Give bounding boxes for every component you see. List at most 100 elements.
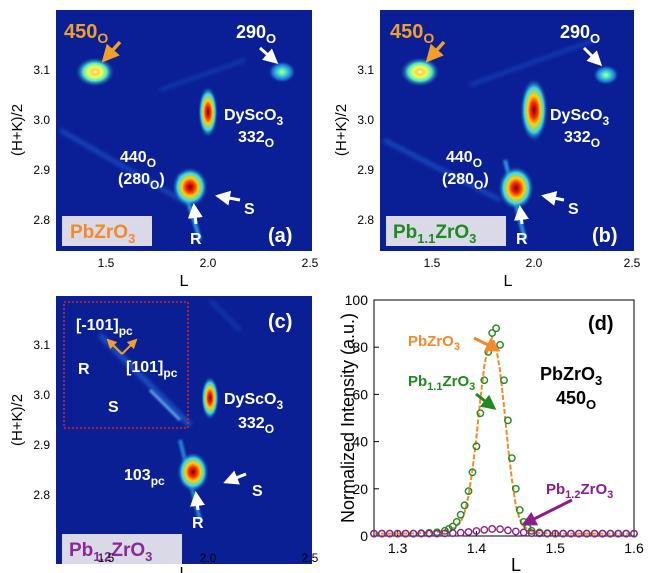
rsm-a-label-S: S [244, 201, 255, 218]
rsm-b-label-290: 290O [560, 22, 600, 46]
plot-d-series-point [500, 376, 508, 385]
rsm-a-arrow-290 [259, 46, 279, 64]
rsm-a-label-R: R [190, 231, 202, 248]
plot-d-series-point [606, 529, 615, 538]
rsm-c-spot-103 [177, 452, 209, 492]
rsm-b-label-332: 332O [564, 129, 600, 150]
rsm-a-haze [56, 10, 312, 251]
rsm-b-ytick-29: 2.9 [357, 163, 374, 177]
rsm-c-label-103: 103pc [124, 467, 165, 488]
rsm-b-arrow-S [541, 190, 565, 206]
rsm-c-label-R: R [192, 515, 204, 532]
rsm-c-spot-332 [201, 376, 219, 420]
plot-d-title-line1: PbZrO3 [540, 364, 602, 388]
plot-d-series-point [582, 529, 591, 538]
rsm-b-spot-440 [498, 166, 534, 210]
rsm-a-xtick-25: 2.5 [302, 256, 319, 270]
rsm-b-xtick-25: 2.5 [624, 256, 641, 270]
rsm-c-dotted-region [63, 301, 189, 429]
plot-d-series-point [370, 529, 378, 538]
rsm-b-arrow-R [514, 205, 529, 225]
rsm-b-background [380, 10, 634, 251]
plot-d-xtick-label: 1.4 [467, 540, 487, 556]
rsm-a-label-332: 332O [238, 129, 274, 150]
plot-d-series-point [567, 529, 575, 538]
rsm-b-label-dysco: DyScO3 [550, 107, 609, 128]
plot-d-series-point [448, 529, 457, 538]
rsm-a-spot-290 [268, 61, 296, 83]
rsm-b-streak-diag2 [469, 39, 596, 86]
rsm-a-spot-332 [198, 86, 218, 138]
rsm-c-panel-label: (c) [268, 311, 292, 333]
plot-d-series-point [535, 529, 544, 538]
rsm-c-sample-box [62, 534, 182, 564]
plot-d-title-line2: 450O [556, 388, 596, 412]
rsm-c-xtick-15: 1.5 [98, 551, 115, 565]
rsm-c-arrow-dir2 [121, 338, 138, 355]
rsm-c-ytick-30: 3.0 [33, 388, 50, 402]
rsm-c-ylabel: (H+K)/2 [9, 394, 26, 446]
rsm-b-spot-290 [593, 65, 619, 85]
rsm-c-label-S-mid: S [108, 399, 119, 416]
plot-d-series-point [527, 526, 536, 535]
plot-d-series-point [444, 525, 453, 533]
rsm-a-panel-label: (a) [268, 225, 292, 247]
rsm-b-label-280: (280O) [442, 171, 489, 192]
rsm-a-streak-diag1 [59, 128, 191, 207]
plot-d-series-point [630, 529, 638, 538]
plot-d-series-point [622, 529, 631, 538]
plot-d-legend-pb11: Pb1.1ZrO3 [408, 373, 475, 393]
rsm-b-label-S: S [568, 201, 579, 218]
plot-d-xtick-label: 1.3 [388, 540, 408, 556]
plot-d-series-point [543, 529, 552, 538]
rsm-a-ytick-29: 2.9 [33, 163, 50, 177]
rsm-a-xtick-20: 2.0 [200, 256, 217, 270]
plot-d-series-point [377, 529, 386, 538]
plot-d-series-point [515, 506, 524, 514]
plot-d-series-point [507, 454, 516, 463]
plot-d-series-point [425, 529, 434, 538]
plot-d-series-point [460, 501, 469, 510]
rsm-a-arrow-R [187, 203, 203, 225]
plot-d-series-point [476, 409, 485, 418]
rsm-c-ytick-28: 2.8 [33, 488, 50, 502]
rsm-a-xtick-15: 1.5 [98, 256, 115, 270]
plot-d-series-point [456, 528, 465, 537]
rsm-c-arrow-dir1 [106, 338, 123, 355]
rsm-c-arrow-R [190, 491, 205, 511]
rsm-b-arrow-290 [582, 46, 603, 67]
plot-d-arrow-pbzro3 [473, 336, 501, 352]
rsm-a-label-450: 450O [64, 21, 108, 46]
plot-d-series-point [401, 529, 410, 538]
plot-d-series-point [551, 529, 560, 538]
rsm-b-xtick-20: 2.0 [526, 256, 543, 270]
plot-d-series-point [468, 468, 477, 477]
rsm-c-label-dir2: [101]pc [126, 359, 178, 380]
plot-d-ytick-label: 100 [345, 292, 369, 308]
rsm-b-spot-450 [400, 57, 440, 87]
rsm-a-ytick-30: 3.0 [33, 113, 50, 127]
plot-d-series-point [393, 529, 402, 538]
plot-d-legend-pbzro3: PbZrO3 [408, 333, 460, 353]
plot-d-series-point [433, 529, 441, 538]
rsm-c-haze [56, 296, 312, 564]
rsm-a-streak-diag2 [159, 59, 246, 91]
rsm-c-ytick-31: 3.1 [33, 338, 50, 352]
plot-d-series-point [452, 517, 461, 526]
rsm-c-xtick-25: 2.5 [302, 551, 319, 565]
rsm-c-xtick-20: 2.0 [200, 551, 217, 565]
rsm-c-label-332: 332O [238, 415, 274, 436]
plot-d-ytick-label: 60 [352, 386, 368, 402]
plot-d-series-point [409, 529, 418, 538]
plot-d-series-point [511, 527, 520, 536]
rsm-b-ytick-31: 3.1 [357, 63, 374, 77]
rsm-b-xtick-15: 1.5 [424, 256, 441, 270]
plot-d-series-point [574, 529, 583, 538]
rsm-panel-c: [-101]pc [101]pc R S DyScO3 332O 103pc R… [9, 296, 319, 573]
plot-d-panel-label: (d) [588, 313, 614, 335]
rsm-a-label-440: 440O [120, 149, 156, 170]
plot-d-frame [373, 299, 635, 537]
plot-d-series-point [488, 329, 497, 337]
plot-d-series-point [614, 529, 623, 538]
